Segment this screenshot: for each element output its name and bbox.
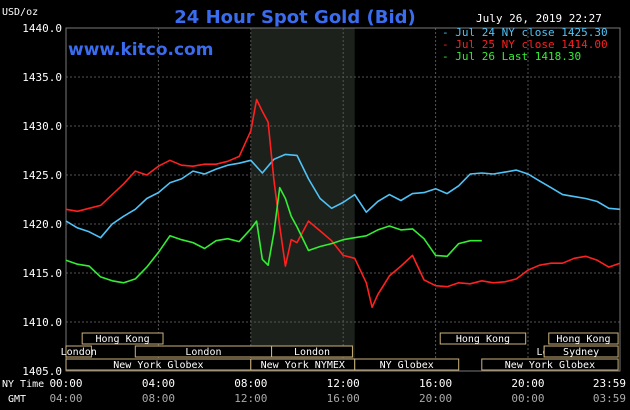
market-sessions: Hong Kong Hong Kong Hong Kong London London L…: [61, 332, 619, 371]
grid-lines: [65, 27, 621, 372]
x-tick-label-ny: 12:00: [327, 377, 360, 390]
y-tick-label: 1405.0: [22, 365, 62, 378]
session-box: [81, 332, 164, 345]
x-axis-ticks: 00:00 04:00 04:00 08:00 08:00 12:00 12:00 16:00…: [49, 377, 626, 405]
x-tick-label-gmt: 16:00: [327, 392, 360, 405]
session-box: [439, 332, 527, 345]
x-tick-label-ny: 00:00: [49, 377, 82, 390]
x-tick-label-gmt: 03:59: [593, 392, 626, 405]
series-lines: [65, 98, 621, 309]
x-tick-label-gmt: 08:00: [142, 392, 175, 405]
session-box: [481, 358, 619, 371]
session-label: New York NYMEX: [261, 360, 345, 371]
x-tick-label-gmt: 12:00: [234, 392, 267, 405]
series-line-1: [65, 153, 620, 239]
session-label: New York Globex: [113, 360, 203, 371]
x-axis-gmt-label: GMT: [8, 394, 26, 405]
timestamp: July 26, 2019 22:27: [476, 12, 602, 25]
session-label: London: [294, 347, 330, 358]
y-tick-label: 1440.0: [22, 22, 62, 35]
session-box: [548, 332, 619, 345]
y-tick-label: 1435.0: [22, 71, 62, 84]
y-axis-label: USD/oz: [2, 7, 38, 18]
x-tick-label-gmt: 04:00: [49, 392, 82, 405]
x-tick-label-gmt: 00:00: [511, 392, 544, 405]
session-box: [354, 358, 460, 371]
legend-entry: - Jul 25 NY close 1414.00: [442, 38, 608, 51]
plot-frame: [65, 27, 621, 372]
session-label: Hong Kong: [96, 334, 150, 345]
session-box: [65, 345, 92, 358]
y-tick-label: 1415.0: [22, 267, 62, 280]
session-label: Hong Kong: [456, 334, 510, 345]
y-tick-label: 1430.0: [22, 120, 62, 133]
series-line-3: [65, 186, 482, 284]
y-tick-label: 1410.0: [22, 316, 62, 329]
session-label: Sydney: [563, 347, 599, 358]
session-label: London: [185, 347, 221, 358]
x-tick-label-ny: 08:00: [234, 377, 267, 390]
shaded-ny-session: [250, 28, 355, 371]
y-tick-label: 1420.0: [22, 218, 62, 231]
session-label: London: [61, 347, 97, 358]
x-tick-label-ny: 16:00: [419, 377, 452, 390]
legend: - Jul 24 NY close 1425.30- Jul 25 NY clo…: [442, 26, 608, 63]
session-box: [271, 345, 353, 358]
session-label: NY Globex: [380, 360, 434, 371]
series-line-2: [65, 98, 621, 309]
session-box: [543, 345, 619, 358]
chart-title: 24 Hour Spot Gold (Bid): [174, 7, 415, 28]
y-axis-ticks: 1440.0 1435.0 1430.0 1425.0 1420.0 1415.0 1410…: [22, 22, 62, 378]
x-tick-label-ny: 23:59: [593, 377, 626, 390]
x-axis-ny-label: NY Time: [2, 379, 44, 390]
legend-entry: - Jul 26 Last 1418.30: [442, 50, 581, 63]
brand-link[interactable]: www.kitco.com: [68, 40, 213, 60]
x-tick-label-gmt: 20:00: [419, 392, 452, 405]
session-label: Hong Kong: [556, 334, 610, 345]
session-label: New York Globex: [505, 360, 595, 371]
x-tick-label-ny: 04:00: [142, 377, 175, 390]
legend-entry: - Jul 24 NY close 1425.30: [442, 26, 608, 39]
x-tick-label-ny: 20:00: [511, 377, 544, 390]
y-tick-label: 1425.0: [22, 169, 62, 182]
